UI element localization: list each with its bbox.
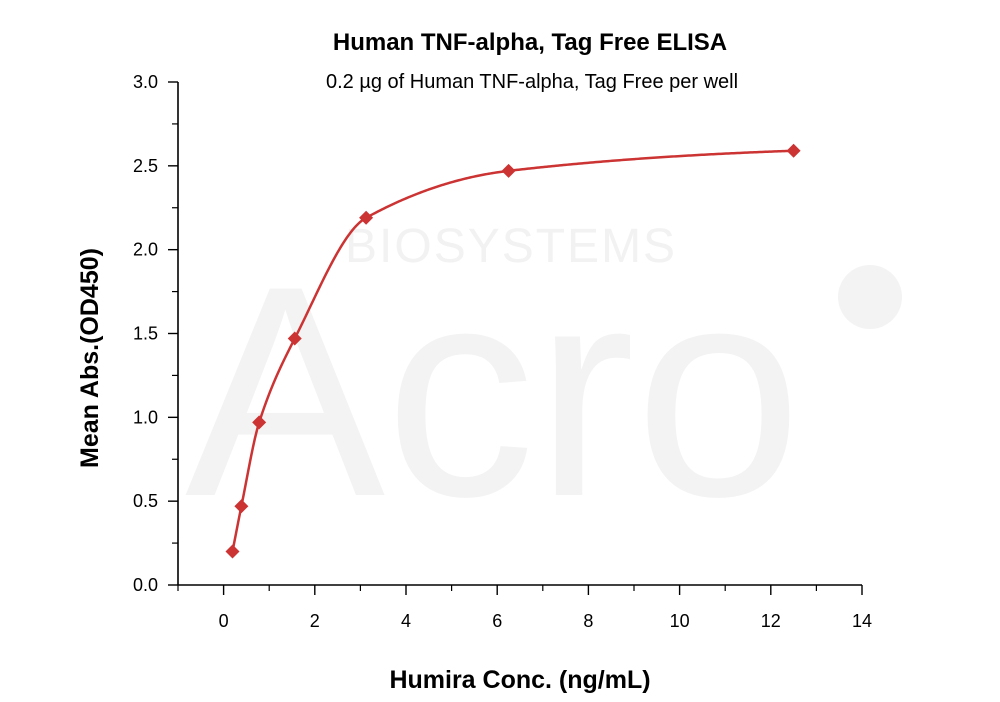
data-point — [287, 331, 302, 346]
y-tick-label: 0.5 — [133, 491, 158, 511]
data-point — [786, 143, 801, 158]
x-tick-label: 6 — [492, 611, 502, 631]
x-tick-label: 10 — [670, 611, 690, 631]
data-point — [359, 210, 374, 225]
y-tick-label: 0.0 — [133, 575, 158, 595]
x-tick-label: 8 — [583, 611, 593, 631]
data-point — [501, 163, 516, 178]
data-point — [234, 499, 249, 514]
chart-subtitle: 0.2 µg of Human TNF-alpha, Tag Free per … — [326, 71, 738, 93]
y-tick-label: 3.0 — [133, 72, 158, 92]
x-tick-label: 12 — [761, 611, 781, 631]
y-axis-ticks: 0.0 0.5 1.0 1.5 2.0 2.5 3.0 — [133, 72, 178, 595]
x-tick-label: 2 — [310, 611, 320, 631]
x-tick-label: 0 — [219, 611, 229, 631]
y-tick-label: 2.5 — [133, 156, 158, 176]
chart-title: Human TNF-alpha, Tag Free ELISA — [333, 29, 727, 56]
y-tick-label: 1.0 — [133, 407, 158, 427]
y-tick-label: 1.5 — [133, 324, 158, 344]
watermark-text: BIOSYSTEMS — [345, 220, 677, 273]
data-point — [252, 415, 267, 430]
x-tick-label: 4 — [401, 611, 411, 631]
x-tick-label: 14 — [852, 611, 872, 631]
y-tick-label: 2.0 — [133, 240, 158, 260]
x-axis-ticks: 0 2 4 6 8 10 12 14 — [177, 585, 872, 631]
y-axis-label: Mean Abs.(OD450) — [76, 248, 104, 468]
data-points — [225, 143, 801, 559]
watermark: BIOSYSTEMS Acro — [185, 220, 902, 559]
watermark-dot — [838, 265, 902, 329]
data-point — [225, 544, 240, 559]
x-axis-label: Humira Conc. (ng/mL) — [389, 666, 650, 694]
watermark-letters: Acro — [185, 223, 802, 559]
